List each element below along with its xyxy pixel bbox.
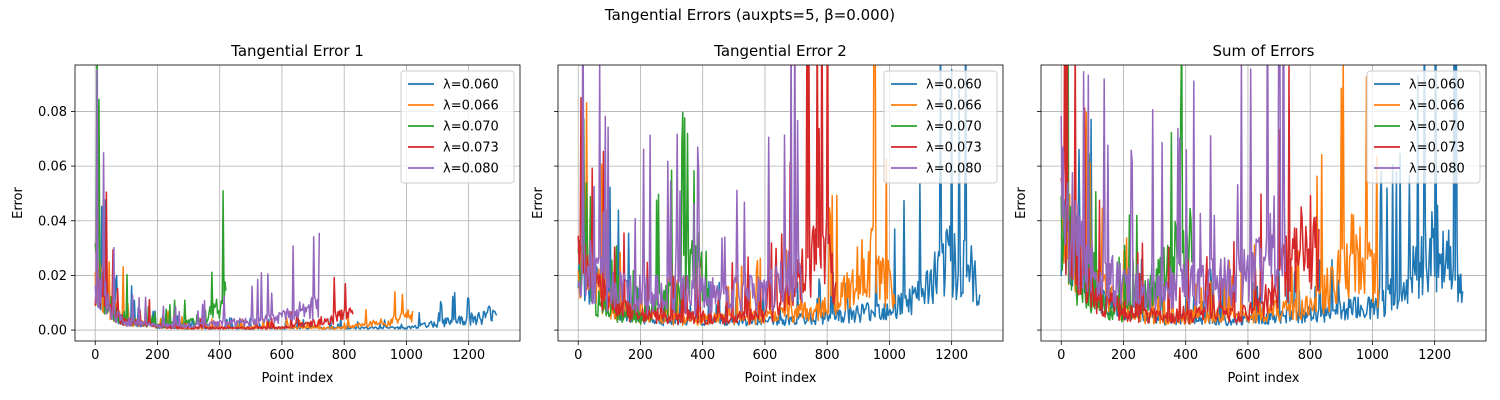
x-tick-label: 1000 xyxy=(873,348,906,363)
legend-box xyxy=(1366,70,1481,184)
x-tick-label: 1000 xyxy=(390,348,423,363)
legend-label: λ=0.073 xyxy=(926,141,982,156)
figure-suptitle: Tangential Errors (auxpts=5, β=0.000) xyxy=(604,6,895,24)
x-tick-label: 1200 xyxy=(1418,348,1451,363)
legend-label: λ=0.060 xyxy=(443,78,499,93)
legend-label: λ=0.060 xyxy=(926,78,982,93)
series-line-5 xyxy=(577,65,804,316)
x-axis-label: Point index xyxy=(262,371,334,386)
x-tick-label: 400 xyxy=(207,348,232,363)
x-tick-label: 0 xyxy=(1057,348,1065,363)
x-tick-label: 600 xyxy=(1236,348,1261,363)
legend-label: λ=0.066 xyxy=(1409,99,1465,114)
legend-label: λ=0.080 xyxy=(443,162,499,177)
x-axis-label: Point index xyxy=(745,371,817,386)
x-tick-label: 0 xyxy=(574,348,582,363)
series-line-2 xyxy=(94,259,414,330)
x-tick-label: 1200 xyxy=(452,348,485,363)
legend-label: λ=0.066 xyxy=(926,99,982,114)
legend-box xyxy=(883,70,998,184)
legend-label: λ=0.060 xyxy=(1409,78,1465,93)
axes-frame xyxy=(557,64,1004,342)
axes-frame xyxy=(1040,64,1487,342)
chart-panel-2: 0 200 400 600 800 1000 1200 Tangential Error 2 P… xyxy=(531,42,1004,386)
y-tick-label: 0.00 xyxy=(38,324,67,339)
x-tick-label: 600 xyxy=(753,348,778,363)
y-axis-label: Error xyxy=(1014,187,1029,219)
y-axis-label: Error xyxy=(11,187,26,219)
x-axis-label: Point index xyxy=(1228,371,1300,386)
series-line-5 xyxy=(94,68,321,329)
x-tick-label: 600 xyxy=(270,348,295,363)
x-tick-label: 800 xyxy=(1298,348,1323,363)
x-tick-label: 400 xyxy=(690,348,715,363)
series-line-4 xyxy=(577,65,837,326)
legend-box xyxy=(400,70,515,184)
x-tick-label: 800 xyxy=(332,348,357,363)
y-tick-label: 0.06 xyxy=(38,160,67,175)
series-line-1 xyxy=(94,199,498,330)
x-tick-label: 0 xyxy=(91,348,99,363)
series-lines xyxy=(94,65,498,330)
panel-title: Tangential Error 1 xyxy=(230,42,364,60)
panel-title: Sum of Errors xyxy=(1212,42,1314,60)
y-tick-label: 0.02 xyxy=(38,269,67,284)
legend-label: λ=0.080 xyxy=(926,162,982,177)
axes-frame xyxy=(74,64,521,342)
chart-panel-1: 0 200 400 600 800 1000 1200 0.00 0.02 0.04 0.06 0.0… xyxy=(11,42,521,386)
legend-label: λ=0.066 xyxy=(443,99,499,114)
series-line-5 xyxy=(1060,65,1287,311)
legend: λ=0.060 λ=0.066 λ=0.070 λ=0.073 λ=0.080 xyxy=(883,70,998,184)
chart-panel-3: 0 200 400 600 800 1000 1200 Sum of Errors Point … xyxy=(1014,42,1487,386)
x-tick-label: 200 xyxy=(145,348,170,363)
x-tick-label: 1000 xyxy=(1356,348,1389,363)
x-tick-label: 200 xyxy=(628,348,653,363)
y-axis-label: Error xyxy=(531,187,546,219)
series-lines xyxy=(577,65,981,327)
y-tick-label: 0.08 xyxy=(38,105,67,120)
legend-label: λ=0.073 xyxy=(443,141,499,156)
panel-title: Tangential Error 2 xyxy=(713,42,847,60)
legend: λ=0.060 λ=0.066 λ=0.070 λ=0.073 λ=0.080 xyxy=(1366,70,1481,184)
legend: λ=0.060 λ=0.066 λ=0.070 λ=0.073 λ=0.080 xyxy=(400,70,515,184)
x-tick-label: 1200 xyxy=(935,348,968,363)
y-tick-label: 0.04 xyxy=(38,214,67,229)
legend-label: λ=0.070 xyxy=(926,120,982,135)
legend-label: λ=0.080 xyxy=(1409,162,1465,177)
x-tick-label: 400 xyxy=(1173,348,1198,363)
series-lines xyxy=(1060,65,1464,327)
series-line-4 xyxy=(1060,65,1320,325)
legend-label: λ=0.070 xyxy=(1409,120,1465,135)
x-tick-label: 200 xyxy=(1111,348,1136,363)
legend-label: λ=0.070 xyxy=(443,120,499,135)
x-tick-label: 800 xyxy=(815,348,840,363)
legend-label: λ=0.073 xyxy=(1409,141,1465,156)
